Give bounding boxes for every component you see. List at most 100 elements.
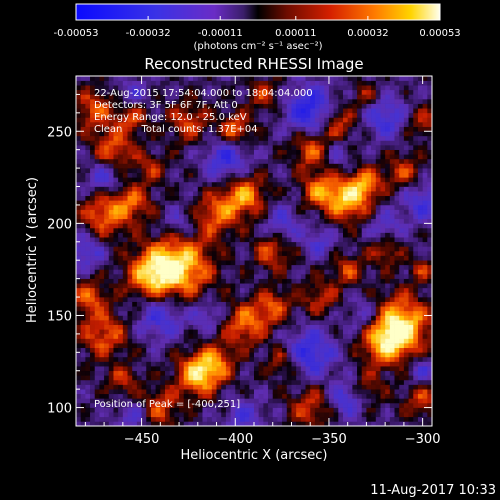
heatmap-cell xyxy=(314,177,320,183)
heatmap-cell xyxy=(296,103,302,109)
heatmap-cell xyxy=(169,375,175,381)
heatmap-cell xyxy=(239,223,245,229)
heatmap-cell xyxy=(174,343,180,349)
heatmap-cell xyxy=(197,76,203,81)
heatmap-cell xyxy=(179,172,185,178)
heatmap-cell xyxy=(174,117,180,123)
heatmap-cell xyxy=(249,416,255,422)
heatmap-cell xyxy=(258,366,264,372)
heatmap-cell xyxy=(357,356,363,362)
heatmap-cell xyxy=(183,168,189,174)
heatmap-cell xyxy=(150,191,156,197)
heatmap-cell xyxy=(268,140,274,146)
heatmap-cell xyxy=(174,223,180,229)
heatmap-cell xyxy=(291,168,297,174)
heatmap-cell xyxy=(221,158,227,164)
heatmap-cell xyxy=(300,375,306,381)
heatmap-cell xyxy=(169,140,175,146)
heatmap-cell xyxy=(211,223,217,229)
heatmap-cell xyxy=(225,329,231,335)
heatmap-cell xyxy=(197,85,203,91)
heatmap-cell xyxy=(122,310,128,316)
heatmap-cell xyxy=(207,274,213,279)
heatmap-cell xyxy=(357,347,363,353)
heatmap-cell xyxy=(108,80,114,86)
heatmap-cell xyxy=(122,306,128,312)
heatmap-cell xyxy=(99,126,105,132)
heatmap-cell xyxy=(258,343,264,349)
heatmap-cell xyxy=(263,209,269,215)
heatmap-cell xyxy=(361,89,367,95)
heatmap-cell xyxy=(333,324,339,330)
heatmap-cell xyxy=(324,177,330,183)
heatmap-cell xyxy=(277,375,283,381)
heatmap-cell xyxy=(235,366,241,372)
heatmap-cell xyxy=(146,246,152,252)
heatmap-cell xyxy=(136,99,142,104)
heatmap-cell xyxy=(272,320,278,325)
heatmap-cell xyxy=(118,154,124,160)
heatmap-cell xyxy=(179,99,185,104)
heatmap-cell xyxy=(221,274,227,279)
heatmap-cell xyxy=(239,94,245,100)
heatmap-cell xyxy=(108,379,114,385)
heatmap-cell xyxy=(371,324,377,330)
heatmap-cell xyxy=(361,269,367,275)
heatmap-cell xyxy=(277,145,283,150)
heatmap-cell xyxy=(90,315,96,321)
heatmap-cell xyxy=(174,398,180,404)
heatmap-cell xyxy=(230,135,236,141)
heatmap-cell xyxy=(76,333,81,339)
heatmap-cell xyxy=(202,172,208,178)
heatmap-cell xyxy=(211,283,217,289)
heatmap-cell xyxy=(272,379,278,385)
heatmap-cell xyxy=(254,186,259,192)
heatmap-cell xyxy=(254,389,259,395)
heatmap-cell xyxy=(165,99,170,104)
heatmap-cell xyxy=(104,421,110,426)
heatmap-cell xyxy=(258,241,264,247)
heatmap-cell xyxy=(221,338,227,344)
heatmap-cell xyxy=(174,255,180,261)
heatmap-cell xyxy=(319,89,325,95)
heatmap-cell xyxy=(80,186,86,192)
heatmap-cell xyxy=(352,191,358,197)
heatmap-cell xyxy=(136,398,142,404)
heatmap-cell xyxy=(202,384,208,390)
heatmap-cell xyxy=(305,333,311,339)
heatmap-cell xyxy=(160,301,166,307)
heatmap-cell xyxy=(179,297,185,302)
heatmap-cell xyxy=(221,154,227,160)
heatmap-cell xyxy=(211,297,217,302)
heatmap-cell xyxy=(235,117,241,123)
heatmap-cell xyxy=(85,89,91,95)
heatmap-cell xyxy=(375,80,381,86)
heatmap-cell xyxy=(99,117,105,123)
heatmap-cell xyxy=(183,393,189,399)
heatmap-cell xyxy=(286,366,292,372)
heatmap-cell xyxy=(174,366,180,372)
heatmap-cell xyxy=(150,338,156,344)
heatmap-cell xyxy=(90,237,96,243)
heatmap-cell xyxy=(80,89,86,95)
heatmap-cell xyxy=(324,154,330,160)
heatmap-cell xyxy=(310,324,316,330)
heatmap-cell xyxy=(343,264,348,270)
heatmap-cell xyxy=(357,145,363,150)
heatmap-cell xyxy=(310,260,316,266)
heatmap-cell xyxy=(296,292,302,298)
heatmap-cell xyxy=(179,343,185,349)
heatmap-cell xyxy=(165,172,170,178)
heatmap-cell xyxy=(314,172,320,178)
heatmap-cell xyxy=(333,315,339,321)
heatmap-cell xyxy=(207,333,213,339)
heatmap-cell xyxy=(338,204,344,210)
heatmap-cell xyxy=(160,412,166,418)
heatmap-cell xyxy=(174,154,180,160)
heatmap-cell xyxy=(277,389,283,395)
heatmap-cell xyxy=(366,76,372,81)
heatmap-cell xyxy=(235,177,241,183)
heatmap-cell xyxy=(347,241,353,247)
heatmap-cell xyxy=(80,264,86,270)
heatmap-cell xyxy=(254,379,259,385)
